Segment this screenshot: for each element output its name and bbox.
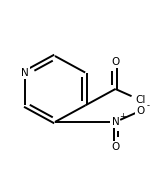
Text: N: N [21,67,29,77]
Text: +: + [120,112,126,121]
Text: O: O [111,142,120,152]
Text: -: - [146,101,149,110]
Text: Cl: Cl [135,95,145,105]
Text: O: O [111,57,120,67]
Text: N: N [112,117,119,127]
Text: O: O [136,106,144,116]
